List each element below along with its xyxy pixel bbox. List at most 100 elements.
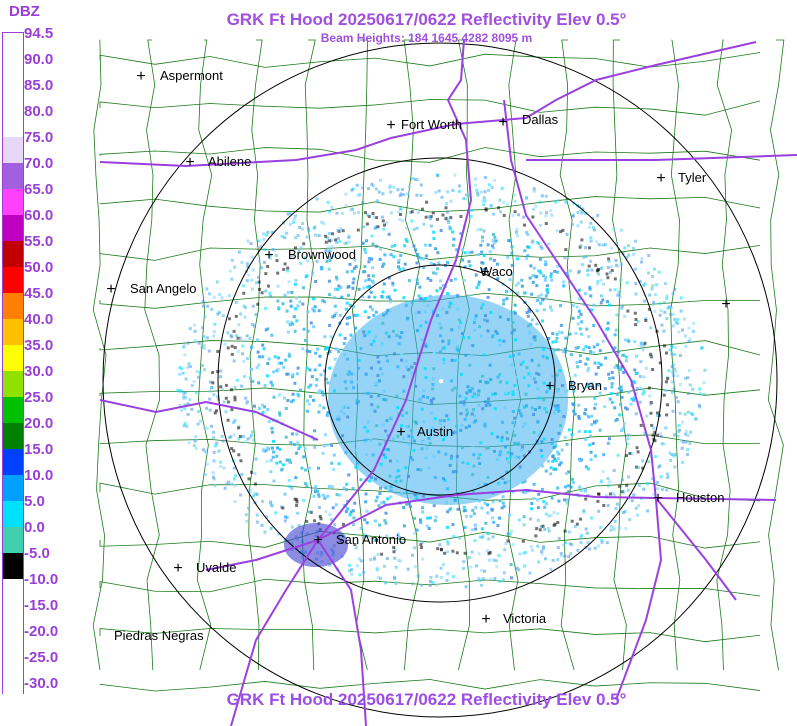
echo-pixel (245, 357, 249, 361)
echo-pixel (299, 388, 302, 392)
echo-pixel (536, 431, 540, 435)
echo-pixel (671, 291, 675, 295)
echo-pixel (421, 506, 424, 510)
echo-pixel (292, 220, 295, 224)
legend-swatch (3, 423, 23, 449)
echo-pixel (276, 271, 280, 275)
echo-pixel (569, 269, 573, 273)
echo-pixel (446, 542, 450, 546)
city-label: Dallas (522, 112, 559, 127)
echo-pixel (671, 371, 675, 375)
echo-pixel (512, 328, 516, 332)
echo-pixel (413, 516, 417, 520)
echo-pixel (525, 257, 529, 260)
echo-pixel (333, 304, 337, 308)
echo-pixel (279, 468, 283, 472)
echo-pixel (422, 441, 425, 444)
echo-pixel (590, 382, 594, 386)
echo-pixel (540, 246, 544, 250)
echo-pixel (337, 462, 341, 466)
echo-pixel (536, 294, 540, 298)
echo-pixel (493, 577, 497, 580)
echo-pixel (203, 347, 207, 351)
echo-pixel (483, 199, 487, 203)
echo-pixel (456, 507, 460, 511)
echo-pixel (357, 211, 360, 214)
echo-pixel (509, 563, 513, 567)
echo-pixel (498, 373, 502, 377)
echo-pixel (369, 438, 373, 442)
echo-pixel (244, 440, 248, 444)
echo-pixel (374, 310, 378, 314)
echo-pixel (385, 419, 389, 423)
echo-pixel (463, 551, 467, 555)
echo-pixel (431, 387, 435, 391)
echo-pixel (336, 287, 340, 291)
echo-pixel (615, 263, 618, 267)
echo-pixel (610, 400, 614, 404)
echo-pixel (303, 256, 307, 260)
echo-pixel (526, 314, 530, 318)
echo-pixel (250, 433, 253, 437)
echo-pixel (435, 289, 439, 293)
echo-pixel (432, 263, 436, 266)
echo-pixel (213, 322, 217, 326)
echo-pixel (559, 461, 563, 465)
echo-pixel (364, 440, 368, 444)
echo-pixel (364, 492, 368, 496)
echo-pixel (400, 331, 404, 334)
echo-pixel (450, 454, 454, 458)
echo-pixel (563, 347, 567, 351)
echo-pixel (493, 392, 497, 396)
echo-pixel (538, 406, 542, 410)
city-label: Bryan (568, 378, 602, 393)
echo-pixel (556, 512, 560, 516)
echo-pixel (665, 351, 668, 355)
echo-pixel (492, 241, 496, 245)
echo-pixel (578, 354, 582, 358)
echo-pixel (535, 371, 539, 375)
echo-pixel (532, 413, 535, 416)
echo-pixel (461, 336, 465, 340)
echo-pixel (506, 202, 510, 206)
echo-pixel (584, 437, 588, 441)
echo-pixel (624, 355, 628, 359)
echo-pixel (492, 558, 496, 562)
echo-pixel (488, 396, 492, 400)
echo-pixel (186, 402, 190, 406)
echo-pixel (233, 346, 237, 350)
echo-pixel (523, 422, 527, 426)
echo-pixel (301, 222, 305, 225)
echo-pixel (459, 400, 463, 404)
echo-pixel (575, 360, 579, 364)
echo-pixel (411, 458, 415, 462)
echo-pixel (578, 327, 582, 331)
echo-pixel (313, 490, 317, 494)
echo-pixel (306, 310, 310, 314)
legend-swatch (3, 215, 23, 241)
echo-pixel (625, 407, 629, 411)
echo-pixel (528, 331, 532, 335)
echo-pixel (335, 211, 339, 215)
echo-pixel (212, 430, 216, 434)
echo-pixel (514, 375, 518, 379)
echo-pixel (188, 398, 192, 402)
echo-pixel (366, 285, 369, 289)
echo-pixel (355, 183, 359, 187)
echo-pixel (188, 365, 192, 369)
echo-pixel (576, 322, 580, 326)
echo-pixel (326, 236, 330, 240)
echo-pixel (529, 343, 533, 347)
echo-pixel (438, 460, 442, 464)
echo-pixel (605, 327, 609, 331)
echo-pixel (329, 249, 333, 253)
echo-pixel (244, 513, 248, 517)
city-marker: + (653, 490, 662, 507)
echo-pixel (581, 263, 584, 267)
echo-pixel (568, 332, 572, 336)
echo-pixel (508, 513, 511, 517)
echo-pixel (636, 450, 640, 454)
echo-pixel (459, 215, 463, 218)
echo-pixel (284, 358, 288, 362)
echo-pixel (532, 496, 536, 500)
